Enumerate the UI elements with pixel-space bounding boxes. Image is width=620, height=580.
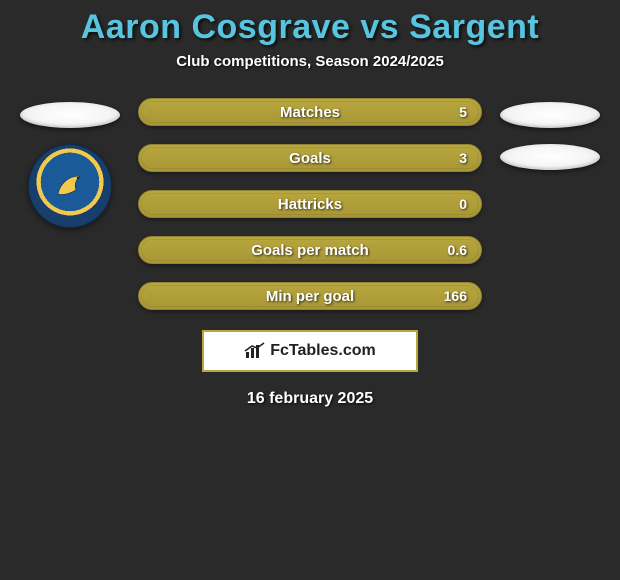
stat-label: Hattricks (278, 196, 342, 213)
right-club-placeholder (500, 144, 600, 170)
attribution-box: FcTables.com (202, 330, 418, 372)
right-player-column (500, 98, 600, 170)
stat-bar-min-per-goal: Min per goal 166 (138, 282, 482, 310)
date-text: 16 february 2025 (247, 390, 373, 408)
stat-bar-matches: Matches 5 (138, 98, 482, 126)
main-row: Matches 5 Goals 3 Hattricks 0 Goals per … (0, 98, 620, 310)
comparison-title: Aaron Cosgrave vs Sargent (81, 8, 539, 47)
stat-value: 166 (444, 288, 467, 304)
left-player-placeholder (20, 102, 120, 128)
stat-label: Goals (289, 150, 331, 167)
stat-value: 5 (459, 104, 467, 120)
stat-bar-goals-per-match: Goals per match 0.6 (138, 236, 482, 264)
bar-chart-icon (244, 342, 266, 360)
stat-bar-hattricks: Hattricks 0 (138, 190, 482, 218)
season-subtitle: Club competitions, Season 2024/2025 (176, 53, 444, 70)
stat-label: Min per goal (266, 288, 354, 305)
stat-value: 0.6 (448, 242, 467, 258)
stat-label: Matches (280, 104, 340, 121)
stat-label: Goals per match (251, 242, 369, 259)
stat-value: 3 (459, 150, 467, 166)
left-player-column (20, 98, 120, 228)
stat-bar-goals: Goals 3 (138, 144, 482, 172)
right-player-placeholder (500, 102, 600, 128)
left-club-badge (28, 144, 112, 228)
stats-bars: Matches 5 Goals 3 Hattricks 0 Goals per … (138, 98, 482, 310)
infographic-root: Aaron Cosgrave vs Sargent Club competiti… (0, 0, 620, 580)
stat-value: 0 (459, 196, 467, 212)
bird-icon (50, 166, 90, 206)
attribution-text: FcTables.com (270, 342, 376, 360)
